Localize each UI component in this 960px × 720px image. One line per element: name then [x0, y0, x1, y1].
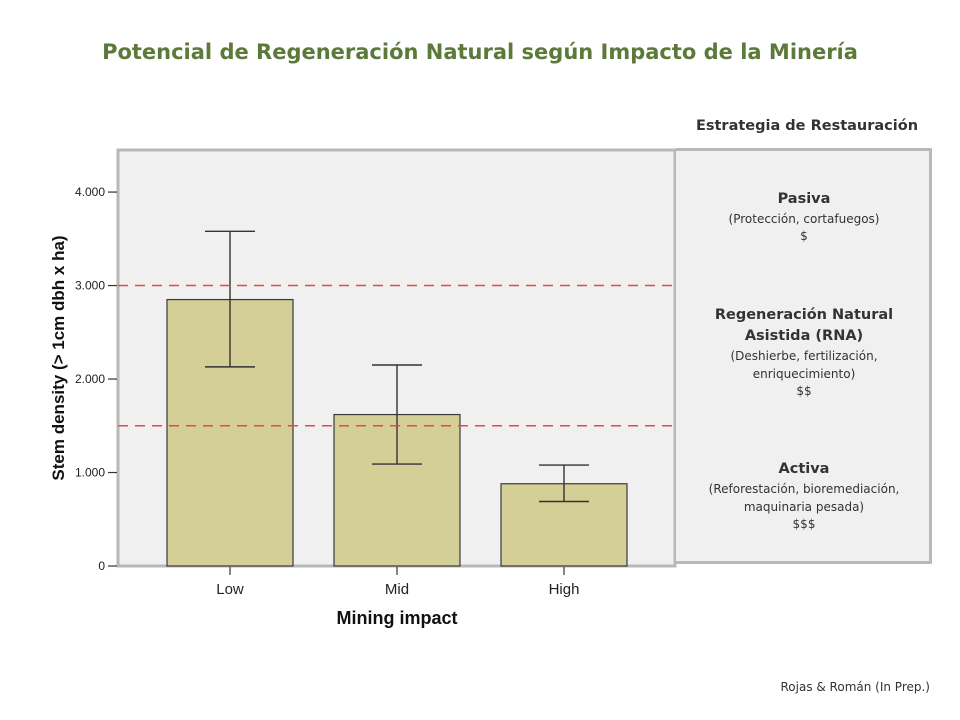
x-tick-label: Mid [385, 581, 409, 598]
strategy-cost: $ [800, 229, 808, 243]
source-note: Rojas & Román (In Prep.) [780, 680, 930, 694]
error-bar-mid [372, 364, 422, 465]
strategy-name: Activa [778, 461, 830, 477]
y-tick-label: 1.000 [75, 466, 105, 480]
slide-title: Potencial de Regeneración Natural según … [102, 40, 858, 64]
x-tick-label: Low [216, 581, 244, 598]
strategy-description: (Deshierbe, fertilización, enriquecimien… [730, 349, 878, 381]
y-tick-label: 0 [98, 559, 105, 573]
y-tick-label: 3.000 [75, 279, 105, 293]
strategy-panel [676, 148, 932, 564]
strategy-activa: Activa (Reforestación, bioremediación, m… [676, 459, 932, 533]
strategy-name: Regeneración Natural Asistida (RNA) [714, 307, 894, 344]
strategy-rna: Regeneración Natural Asistida (RNA) (Des… [676, 305, 932, 400]
x-axis-label: Mining impact [337, 608, 458, 628]
error-bar-high [539, 464, 589, 503]
strategy-name: Pasiva [777, 191, 831, 207]
y-tick-label: 2.000 [75, 372, 105, 386]
strategy-header: Estrategia de Restauración [695, 118, 919, 134]
y-tick-label: 4.000 [75, 185, 105, 199]
strategy-description: (Reforestación, bioremediación, maquinar… [708, 482, 900, 514]
strategy-description: (Protección, cortafuegos) [728, 212, 880, 226]
x-tick-label: High [549, 581, 580, 598]
strategy-cost: $$$ [792, 517, 816, 531]
error-bar-low [205, 230, 255, 368]
bar-high [500, 483, 628, 567]
strategy-pasiva: Pasiva (Protección, cortafuegos) $ [676, 189, 932, 245]
strategy-cost: $$ [796, 384, 812, 398]
y-axis-label: Stem density (> 1cm dbh x ha) [49, 235, 68, 480]
